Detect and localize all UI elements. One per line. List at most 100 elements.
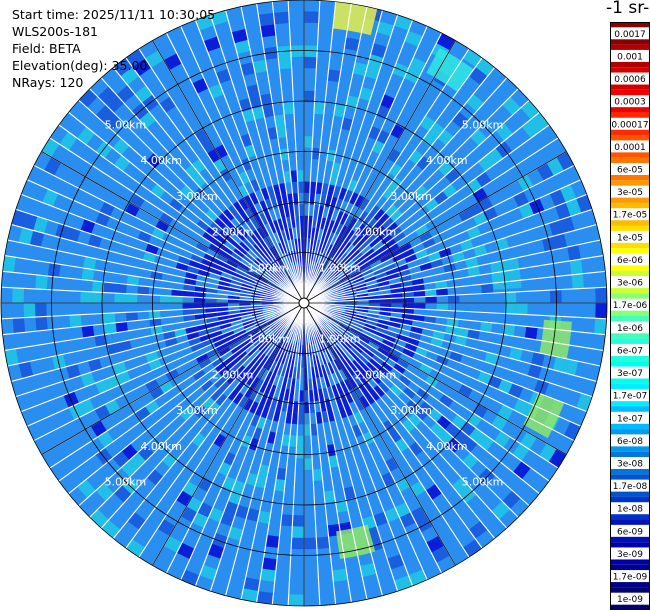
range-gate-cell: [419, 230, 433, 243]
range-gate-cell: [280, 364, 288, 377]
colorbar-tick-label: 1.7e-07: [613, 392, 648, 402]
range-gate-cell: [352, 343, 364, 354]
range-gate-cell: [390, 292, 403, 299]
range-gate-cell: [265, 535, 280, 548]
range-gate-cell: [355, 370, 367, 383]
range-gate-cell: [328, 245, 337, 257]
range-gate-cell: [81, 268, 95, 281]
range-gate-cell: [368, 388, 381, 402]
range-gate-cell: [377, 229, 390, 241]
start-time-text: Start time: 2025/11/11 10:30:05: [12, 7, 216, 22]
range-gate-cell: [408, 441, 424, 457]
range-gate-cell: [241, 282, 254, 290]
range-gate-cell: [259, 380, 269, 394]
range-gate-cell: [388, 428, 403, 443]
range-gate-cell: [163, 535, 182, 553]
range-gate-cell: [288, 594, 304, 606]
range-gate-cell: [41, 137, 60, 158]
range-gate-cell: [436, 33, 456, 51]
scan-metadata: Start time: 2025/11/11 10:30:05 WLS200s-…: [12, 6, 215, 91]
range-gate-cell: [234, 268, 247, 277]
range-gate-cell: [468, 67, 488, 86]
range-gate-cell: [250, 376, 261, 389]
range-gate-cell: [353, 398, 365, 412]
range-ring-label: 1.00km: [319, 333, 361, 346]
range-gate-cell: [467, 329, 480, 341]
range-gate-cell: [300, 226, 304, 239]
range-gate-cell: [281, 217, 289, 230]
range-gate-cell: [287, 354, 293, 367]
range-gate-cell: [473, 244, 488, 257]
range-gate-cell: [320, 352, 328, 365]
range-gate-cell: [365, 361, 378, 373]
range-gate-cell: [316, 316, 326, 326]
range-gate-cell: [159, 295, 172, 303]
range-gate-cell: [354, 341, 366, 351]
range-gate-cell: [347, 348, 358, 360]
azimuth-spoke: [303, 40, 456, 304]
range-gate-cell: [246, 507, 260, 522]
range-gate-cell: [379, 303, 392, 308]
range-gate-cell: [342, 318, 354, 325]
range-gate-cell: [254, 214, 265, 228]
range-gate-cell: [329, 280, 341, 288]
range-gate-cell: [377, 346, 390, 357]
range-gate-cell: [247, 346, 259, 357]
range-gate-cell: [335, 267, 346, 277]
range-gate-cell: [288, 435, 298, 447]
range-gate-cell: [413, 290, 426, 298]
range-gate-cell: [358, 335, 370, 345]
range-gate-cell: [359, 367, 371, 380]
range-gate-cell: [233, 247, 245, 259]
range-gate-cell: [402, 303, 415, 309]
range-gate-cell: [332, 568, 348, 582]
range-gate-cell: [145, 400, 160, 415]
range-gate-cell: [366, 316, 379, 323]
range-gate-cell: [371, 354, 384, 366]
range-gate-cell: [424, 198, 439, 212]
range-gate-cell: [205, 307, 218, 314]
range-gate-cell: [271, 322, 282, 332]
range-gate-cell: [333, 265, 344, 275]
range-gate-cell: [268, 278, 280, 287]
range-ring-label: 3.00km: [390, 190, 432, 203]
range-gate-cell: [256, 353, 266, 365]
range-gate-cell: [304, 401, 310, 414]
range-gate-cell: [188, 337, 202, 347]
range-gate-cell: [438, 429, 454, 446]
range-gate-cell: [59, 131, 78, 151]
range-gate-cell: [569, 259, 583, 275]
range-gate-cell: [269, 360, 278, 373]
range-gate-cell: [297, 412, 304, 425]
range-gate-cell: [339, 380, 349, 394]
range-gate-cell: [12, 287, 25, 303]
range-gate-cell: [273, 11, 290, 25]
range-gate-cell: [228, 255, 241, 265]
range-gate-cell: [416, 387, 430, 401]
range-gate-cell: [427, 407, 443, 423]
colorbar-label-box: [611, 434, 649, 447]
colorbar-label-box: [611, 298, 649, 311]
range-gate-cell: [370, 372, 382, 385]
range-gate-cell: [406, 337, 420, 347]
range-gate-cell: [351, 373, 363, 386]
range-gate-cell: [103, 312, 116, 324]
range-gate-cell: [227, 236, 240, 248]
range-gate-cell: [425, 296, 437, 303]
range-gate-cell: [327, 276, 339, 285]
radar-origin: [298, 297, 310, 309]
range-gate-cell: [182, 290, 195, 298]
range-gate-cell: [314, 251, 321, 264]
range-gate-cell: [379, 342, 393, 353]
range-gate-cell: [226, 372, 238, 385]
range-gate-cell: [502, 323, 516, 337]
range-gate-cell: [243, 322, 256, 330]
range-gate-cell: [279, 267, 288, 279]
range-gate-cell: [549, 289, 562, 303]
range-gate-cell: [315, 411, 324, 424]
range-gate-cell: [328, 278, 340, 287]
range-gate-cell: [157, 519, 176, 536]
range-gate-cell: [211, 532, 228, 549]
range-gate-cell: [343, 214, 354, 228]
range-gate-cell: [512, 443, 530, 462]
